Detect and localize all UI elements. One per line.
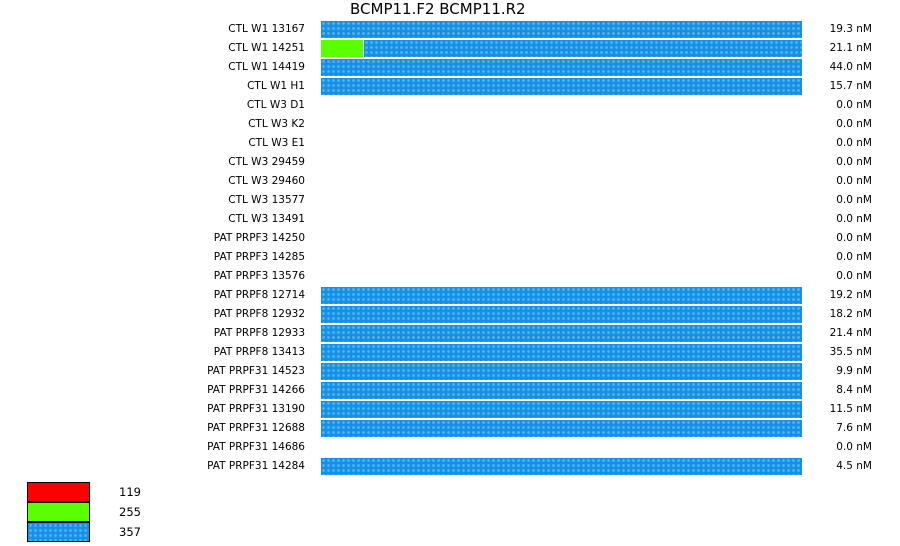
value-label: 35.5 nM xyxy=(829,346,872,358)
category-label: CTL W1 14419 xyxy=(228,61,305,73)
value-label: 21.1 nM xyxy=(829,42,872,54)
category-label: PAT PRPF31 14686 xyxy=(207,441,305,453)
bar-segment-357 xyxy=(321,306,802,323)
category-label: PAT PRPF8 12714 xyxy=(213,289,305,301)
bar-segment-357 xyxy=(364,40,802,57)
value-label: 0.0 nM xyxy=(836,270,872,282)
value-label: 19.3 nM xyxy=(829,23,872,35)
value-label: 0.0 nM xyxy=(836,137,872,149)
category-label: PAT PRPF3 14250 xyxy=(213,232,305,244)
bar-segment-357 xyxy=(321,21,802,38)
category-label: PAT PRPF3 13576 xyxy=(213,270,305,282)
bar-segment-357 xyxy=(321,420,802,437)
value-label: 7.6 nM xyxy=(836,422,872,434)
value-label: 21.4 nM xyxy=(829,327,872,339)
category-label: PAT PRPF3 14285 xyxy=(213,251,305,263)
category-label: CTL W3 K2 xyxy=(248,118,305,130)
legend-label: 255 xyxy=(119,505,141,519)
bar-segment-357 xyxy=(321,401,802,418)
value-label: 0.0 nM xyxy=(836,156,872,168)
value-label: 19.2 nM xyxy=(829,289,872,301)
category-label: CTL W3 E1 xyxy=(248,137,305,149)
category-label: PAT PRPF31 14284 xyxy=(207,460,305,472)
bar-segment-255 xyxy=(321,40,363,57)
value-label: 18.2 nM xyxy=(829,308,872,320)
category-label: PAT PRPF8 12933 xyxy=(213,327,305,339)
value-label: 0.0 nM xyxy=(836,251,872,263)
bar-segment-357 xyxy=(321,363,802,380)
bar-segment-357 xyxy=(321,287,802,304)
legend-swatch xyxy=(27,522,90,542)
bar-segment-357 xyxy=(321,78,802,95)
legend-swatch xyxy=(27,502,90,522)
value-label: 11.5 nM xyxy=(829,403,872,415)
legend-label: 357 xyxy=(119,525,141,539)
value-label: 4.5 nM xyxy=(836,460,872,472)
category-label: PAT PRPF8 12932 xyxy=(213,308,305,320)
value-label: 0.0 nM xyxy=(836,194,872,206)
bar-segment-357 xyxy=(321,59,802,76)
value-label: 8.4 nM xyxy=(836,384,872,396)
category-label: CTL W1 14251 xyxy=(228,42,305,54)
category-label: PAT PRPF31 14266 xyxy=(207,384,305,396)
value-label: 44.0 nM xyxy=(829,61,872,73)
value-label: 15.7 nM xyxy=(829,80,872,92)
category-label: PAT PRPF31 14523 xyxy=(207,365,305,377)
value-label: 0.0 nM xyxy=(836,441,872,453)
bar-segment-357 xyxy=(321,458,802,475)
bar-segment-357 xyxy=(321,344,802,361)
category-label: PAT PRPF31 12688 xyxy=(207,422,305,434)
legend-label: 119 xyxy=(119,485,141,499)
value-label: 0.0 nM xyxy=(836,175,872,187)
value-label: 0.0 nM xyxy=(836,232,872,244)
value-label: 0.0 nM xyxy=(836,118,872,130)
category-label: CTL W3 13491 xyxy=(228,213,305,225)
category-label: CTL W3 13577 xyxy=(228,194,305,206)
chart-title: BCMP11.F2 BCMP11.R2 xyxy=(350,0,526,18)
category-label: CTL W3 D1 xyxy=(246,99,305,111)
legend-swatch xyxy=(27,482,90,502)
category-label: PAT PRPF8 13413 xyxy=(213,346,305,358)
category-label: CTL W3 29459 xyxy=(228,156,305,168)
category-label: CTL W1 13167 xyxy=(228,23,305,35)
bar-segment-357 xyxy=(321,325,802,342)
bar-segment-357 xyxy=(321,382,802,399)
value-label: 0.0 nM xyxy=(836,99,872,111)
value-label: 9.9 nM xyxy=(836,365,872,377)
category-label: CTL W3 29460 xyxy=(228,175,305,187)
category-label: CTL W1 H1 xyxy=(247,80,305,92)
category-label: PAT PRPF31 13190 xyxy=(207,403,305,415)
value-label: 0.0 nM xyxy=(836,213,872,225)
